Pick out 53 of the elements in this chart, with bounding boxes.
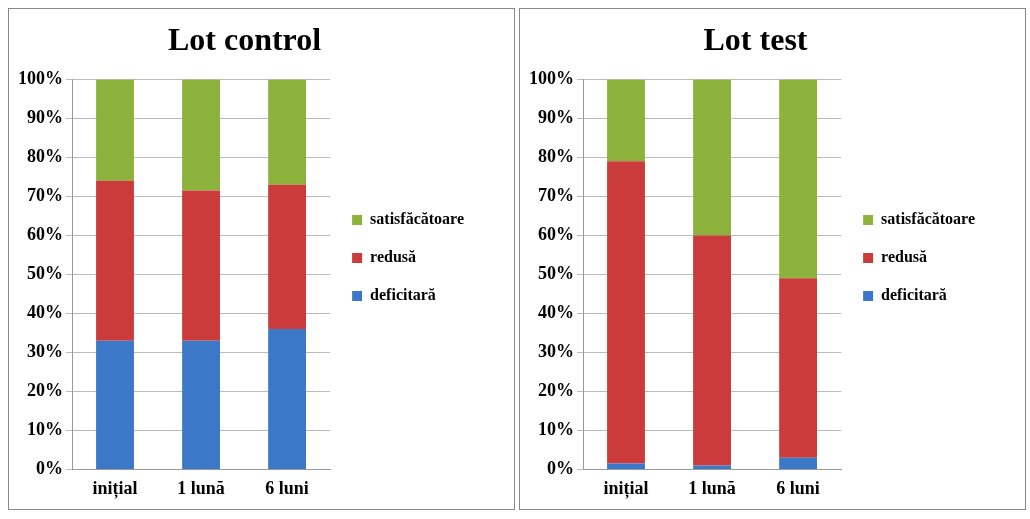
bar bbox=[779, 278, 818, 458]
x-tick-label: inițial bbox=[603, 477, 649, 499]
y-tick-label: 20% bbox=[538, 380, 574, 401]
x-tick-label: 6 luni bbox=[265, 477, 309, 498]
chart-title: Lot control bbox=[167, 21, 322, 58]
legend-label: satisfăcătoare bbox=[370, 210, 465, 228]
legend-label: deficitară bbox=[370, 286, 436, 304]
y-tick-label: 80% bbox=[27, 146, 63, 167]
bar bbox=[607, 161, 645, 464]
y-tick-label: 20% bbox=[27, 380, 63, 401]
y-tick-label: 10% bbox=[27, 419, 63, 440]
y-tick-label: 50% bbox=[538, 263, 574, 284]
x-tick-label: 1 lună bbox=[688, 477, 736, 498]
bar bbox=[268, 184, 307, 329]
y-tick-label: 40% bbox=[27, 302, 63, 323]
y-tick-label: 10% bbox=[538, 419, 574, 440]
bar bbox=[268, 329, 307, 469]
x-tick-label: 6 luni bbox=[776, 477, 820, 498]
bar bbox=[268, 79, 307, 185]
legend-label: satisfăcătoare bbox=[881, 210, 976, 228]
bar bbox=[779, 457, 818, 469]
y-tick-label: 100% bbox=[18, 68, 63, 89]
y-tick-label: 30% bbox=[27, 341, 63, 362]
y-tick-label: 60% bbox=[538, 224, 574, 245]
bar bbox=[182, 340, 220, 469]
x-tick-label: 1 lună bbox=[177, 477, 225, 498]
bar bbox=[607, 463, 645, 469]
legend-label: redusă bbox=[881, 248, 928, 266]
y-tick-label: 70% bbox=[538, 185, 574, 206]
bar bbox=[607, 79, 645, 162]
bar bbox=[96, 180, 134, 341]
bar bbox=[182, 79, 220, 191]
y-tick-label: 0% bbox=[547, 458, 574, 479]
y-tick-label: 90% bbox=[538, 107, 574, 128]
x-tick-label: inițial bbox=[92, 477, 138, 499]
bar bbox=[693, 235, 731, 466]
y-tick-label: 40% bbox=[538, 302, 574, 323]
y-tick-label: 50% bbox=[27, 263, 63, 284]
y-tick-label: 100% bbox=[529, 68, 574, 89]
y-tick-label: 70% bbox=[27, 185, 63, 206]
bar bbox=[96, 79, 134, 181]
bar bbox=[96, 340, 134, 469]
y-tick-label: 30% bbox=[538, 341, 574, 362]
legend-label: redusă bbox=[370, 248, 417, 266]
y-tick-label: 90% bbox=[27, 107, 63, 128]
bar bbox=[779, 79, 818, 279]
y-tick-label: 0% bbox=[36, 458, 63, 479]
chart-title: Lot test bbox=[703, 21, 808, 58]
y-tick-label: 60% bbox=[27, 224, 63, 245]
legend-label: deficitară bbox=[881, 286, 947, 304]
bar bbox=[182, 190, 220, 341]
y-tick-label: 80% bbox=[538, 146, 574, 167]
bar bbox=[693, 79, 731, 236]
